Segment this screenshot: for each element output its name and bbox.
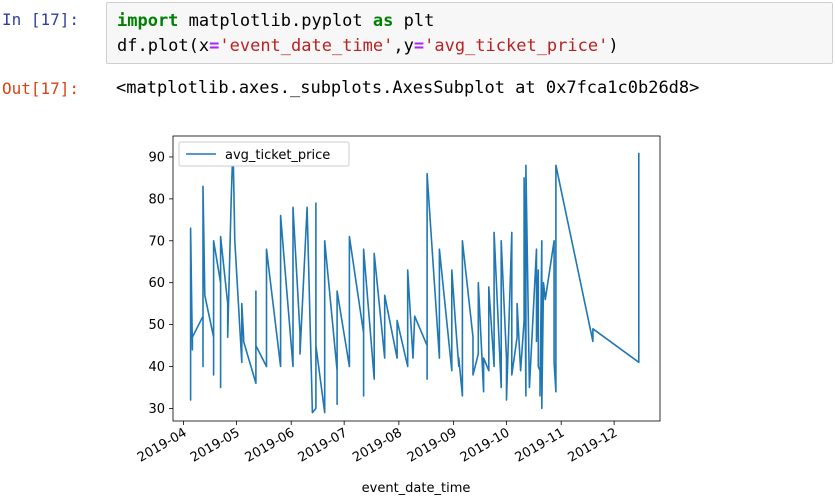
code-token: ) [608, 36, 619, 56]
code-token: as [372, 11, 394, 31]
code-editor[interactable]: import matplotlib.pyplot as plt df.plot(… [117, 9, 619, 59]
output-text: <matplotlib.axes._subplots.AxesSubplot a… [116, 78, 700, 98]
y-tick-label: 50 [148, 318, 165, 333]
code-token: ,y [393, 36, 414, 56]
x-tick-label: 2019-08 [350, 425, 405, 465]
y-tick-label: 30 [148, 402, 165, 417]
code-token: plt [393, 11, 435, 31]
y-axis: 30 40 50 60 70 80 90 [148, 150, 173, 417]
x-tick-label: 2019-12 [566, 425, 621, 465]
x-tick-label: 2019-04 [135, 425, 190, 465]
legend-box [178, 141, 350, 167]
x-tick-label: 2019-07 [296, 425, 351, 465]
code-token: = [413, 36, 425, 56]
x-axis-label: event_date_time [362, 481, 471, 496]
x-tick-label: 2019-06 [243, 425, 298, 465]
x-tick-label: 2019-05 [188, 425, 243, 465]
code-line: df.plot(x='event_date_time',y='avg_ticke… [117, 36, 619, 56]
input-prompt: In [17]: [2, 10, 80, 29]
axes-frame [172, 135, 661, 422]
legend-label: avg_ticket_price [225, 148, 330, 163]
x-tick-label: 2019-10 [458, 425, 513, 465]
code-token: 'avg_ticket_price' [424, 36, 609, 56]
code-token: 'event_date_time' [219, 36, 394, 56]
code-token: matplotlib.pyplot [178, 11, 373, 31]
code-token: df.plot(x [117, 36, 210, 56]
y-tick-label: 80 [148, 192, 165, 207]
code-token: = [209, 36, 220, 56]
y-tick-label: 90 [148, 150, 165, 165]
code-line: import matplotlib.pyplot as plt [117, 11, 434, 31]
output-prompt: Out[17]: [2, 79, 80, 98]
x-tick-label: 2019-11 [513, 425, 568, 465]
series-line [189, 143, 640, 414]
y-tick-label: 60 [148, 276, 165, 291]
code-input-area[interactable]: import matplotlib.pyplot as plt df.plot(… [106, 2, 833, 64]
chart-marks [189, 143, 640, 414]
code-token: import [117, 11, 179, 31]
legend: avg_ticket_price [178, 141, 350, 167]
plot-output: 30 40 50 60 70 80 90 2019-04 2019-05 2019-06 2019… [0, 110, 835, 497]
x-tick-label: 2019-09 [405, 425, 460, 465]
y-tick-label: 70 [148, 234, 165, 249]
y-tick-label: 40 [148, 360, 165, 375]
